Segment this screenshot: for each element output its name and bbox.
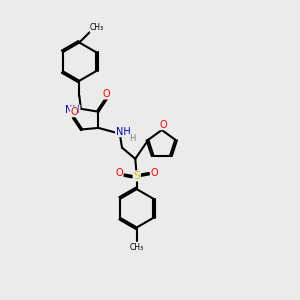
Text: O: O: [70, 107, 78, 117]
Text: NH: NH: [65, 105, 80, 115]
Text: O: O: [115, 168, 123, 178]
Text: H: H: [129, 134, 136, 143]
Text: CH₃: CH₃: [90, 23, 104, 32]
Text: O: O: [159, 120, 167, 130]
Text: O: O: [151, 168, 158, 178]
Text: S: S: [133, 171, 140, 181]
Text: O: O: [103, 89, 110, 99]
Text: CH₃: CH₃: [130, 243, 144, 252]
Text: NH: NH: [116, 127, 130, 137]
